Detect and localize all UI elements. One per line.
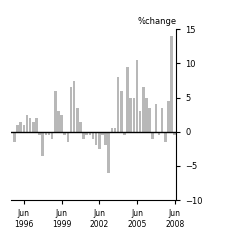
Bar	[151, 132, 153, 139]
Bar	[132, 98, 135, 132]
Bar	[104, 132, 106, 145]
Bar	[123, 132, 125, 135]
Bar	[70, 87, 72, 132]
Bar	[163, 132, 166, 142]
Bar	[51, 132, 53, 139]
Bar	[88, 132, 91, 135]
Bar	[126, 67, 128, 132]
Bar	[135, 60, 138, 132]
Bar	[116, 77, 119, 132]
Bar	[148, 108, 150, 132]
Bar	[85, 132, 88, 135]
Bar	[119, 91, 122, 132]
Bar	[138, 111, 141, 132]
Bar	[13, 132, 16, 142]
Bar	[113, 128, 116, 132]
Bar	[157, 132, 160, 135]
Bar	[16, 125, 19, 132]
Text: %change: %change	[137, 17, 176, 26]
Bar	[101, 132, 103, 135]
Bar	[35, 118, 38, 132]
Bar	[22, 125, 25, 132]
Bar	[160, 108, 163, 132]
Bar	[47, 132, 50, 135]
Bar	[129, 98, 131, 132]
Bar	[19, 122, 22, 132]
Bar	[107, 132, 110, 173]
Bar	[57, 111, 59, 132]
Bar	[29, 118, 31, 132]
Bar	[154, 104, 156, 132]
Bar	[141, 87, 144, 132]
Bar	[79, 122, 81, 132]
Bar	[73, 81, 75, 132]
Bar	[32, 122, 34, 132]
Bar	[110, 128, 113, 132]
Bar	[82, 132, 84, 139]
Bar	[98, 132, 100, 149]
Bar	[63, 132, 66, 135]
Bar	[170, 36, 172, 132]
Bar	[38, 132, 41, 135]
Bar	[66, 132, 69, 142]
Bar	[144, 98, 147, 132]
Bar	[54, 91, 56, 132]
Bar	[41, 132, 44, 156]
Bar	[26, 115, 28, 132]
Bar	[94, 132, 97, 145]
Bar	[91, 132, 94, 139]
Bar	[76, 108, 78, 132]
Bar	[44, 132, 47, 135]
Bar	[60, 115, 63, 132]
Bar	[166, 101, 169, 132]
Bar	[173, 132, 175, 135]
